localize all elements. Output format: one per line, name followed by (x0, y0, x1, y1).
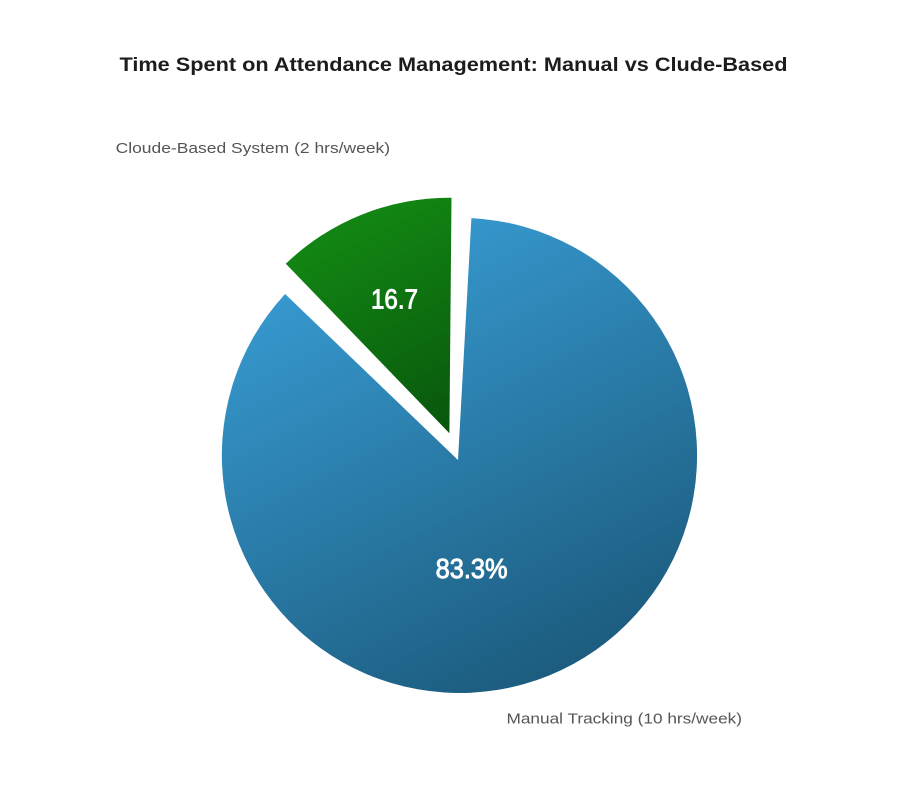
svg-text:16.7: 16.7 (371, 283, 418, 314)
svg-text:Time Spent on Attendance Manag: Time Spent on Attendance Management: Man… (120, 55, 788, 76)
svg-text:83.3%: 83.3% (436, 553, 508, 584)
svg-text:Cloude-Based System (2 hrs/wee: Cloude-Based System (2 hrs/week) (116, 140, 391, 157)
svg-text:Manual Tracking (10 hrs/week): Manual Tracking (10 hrs/week) (507, 711, 743, 728)
